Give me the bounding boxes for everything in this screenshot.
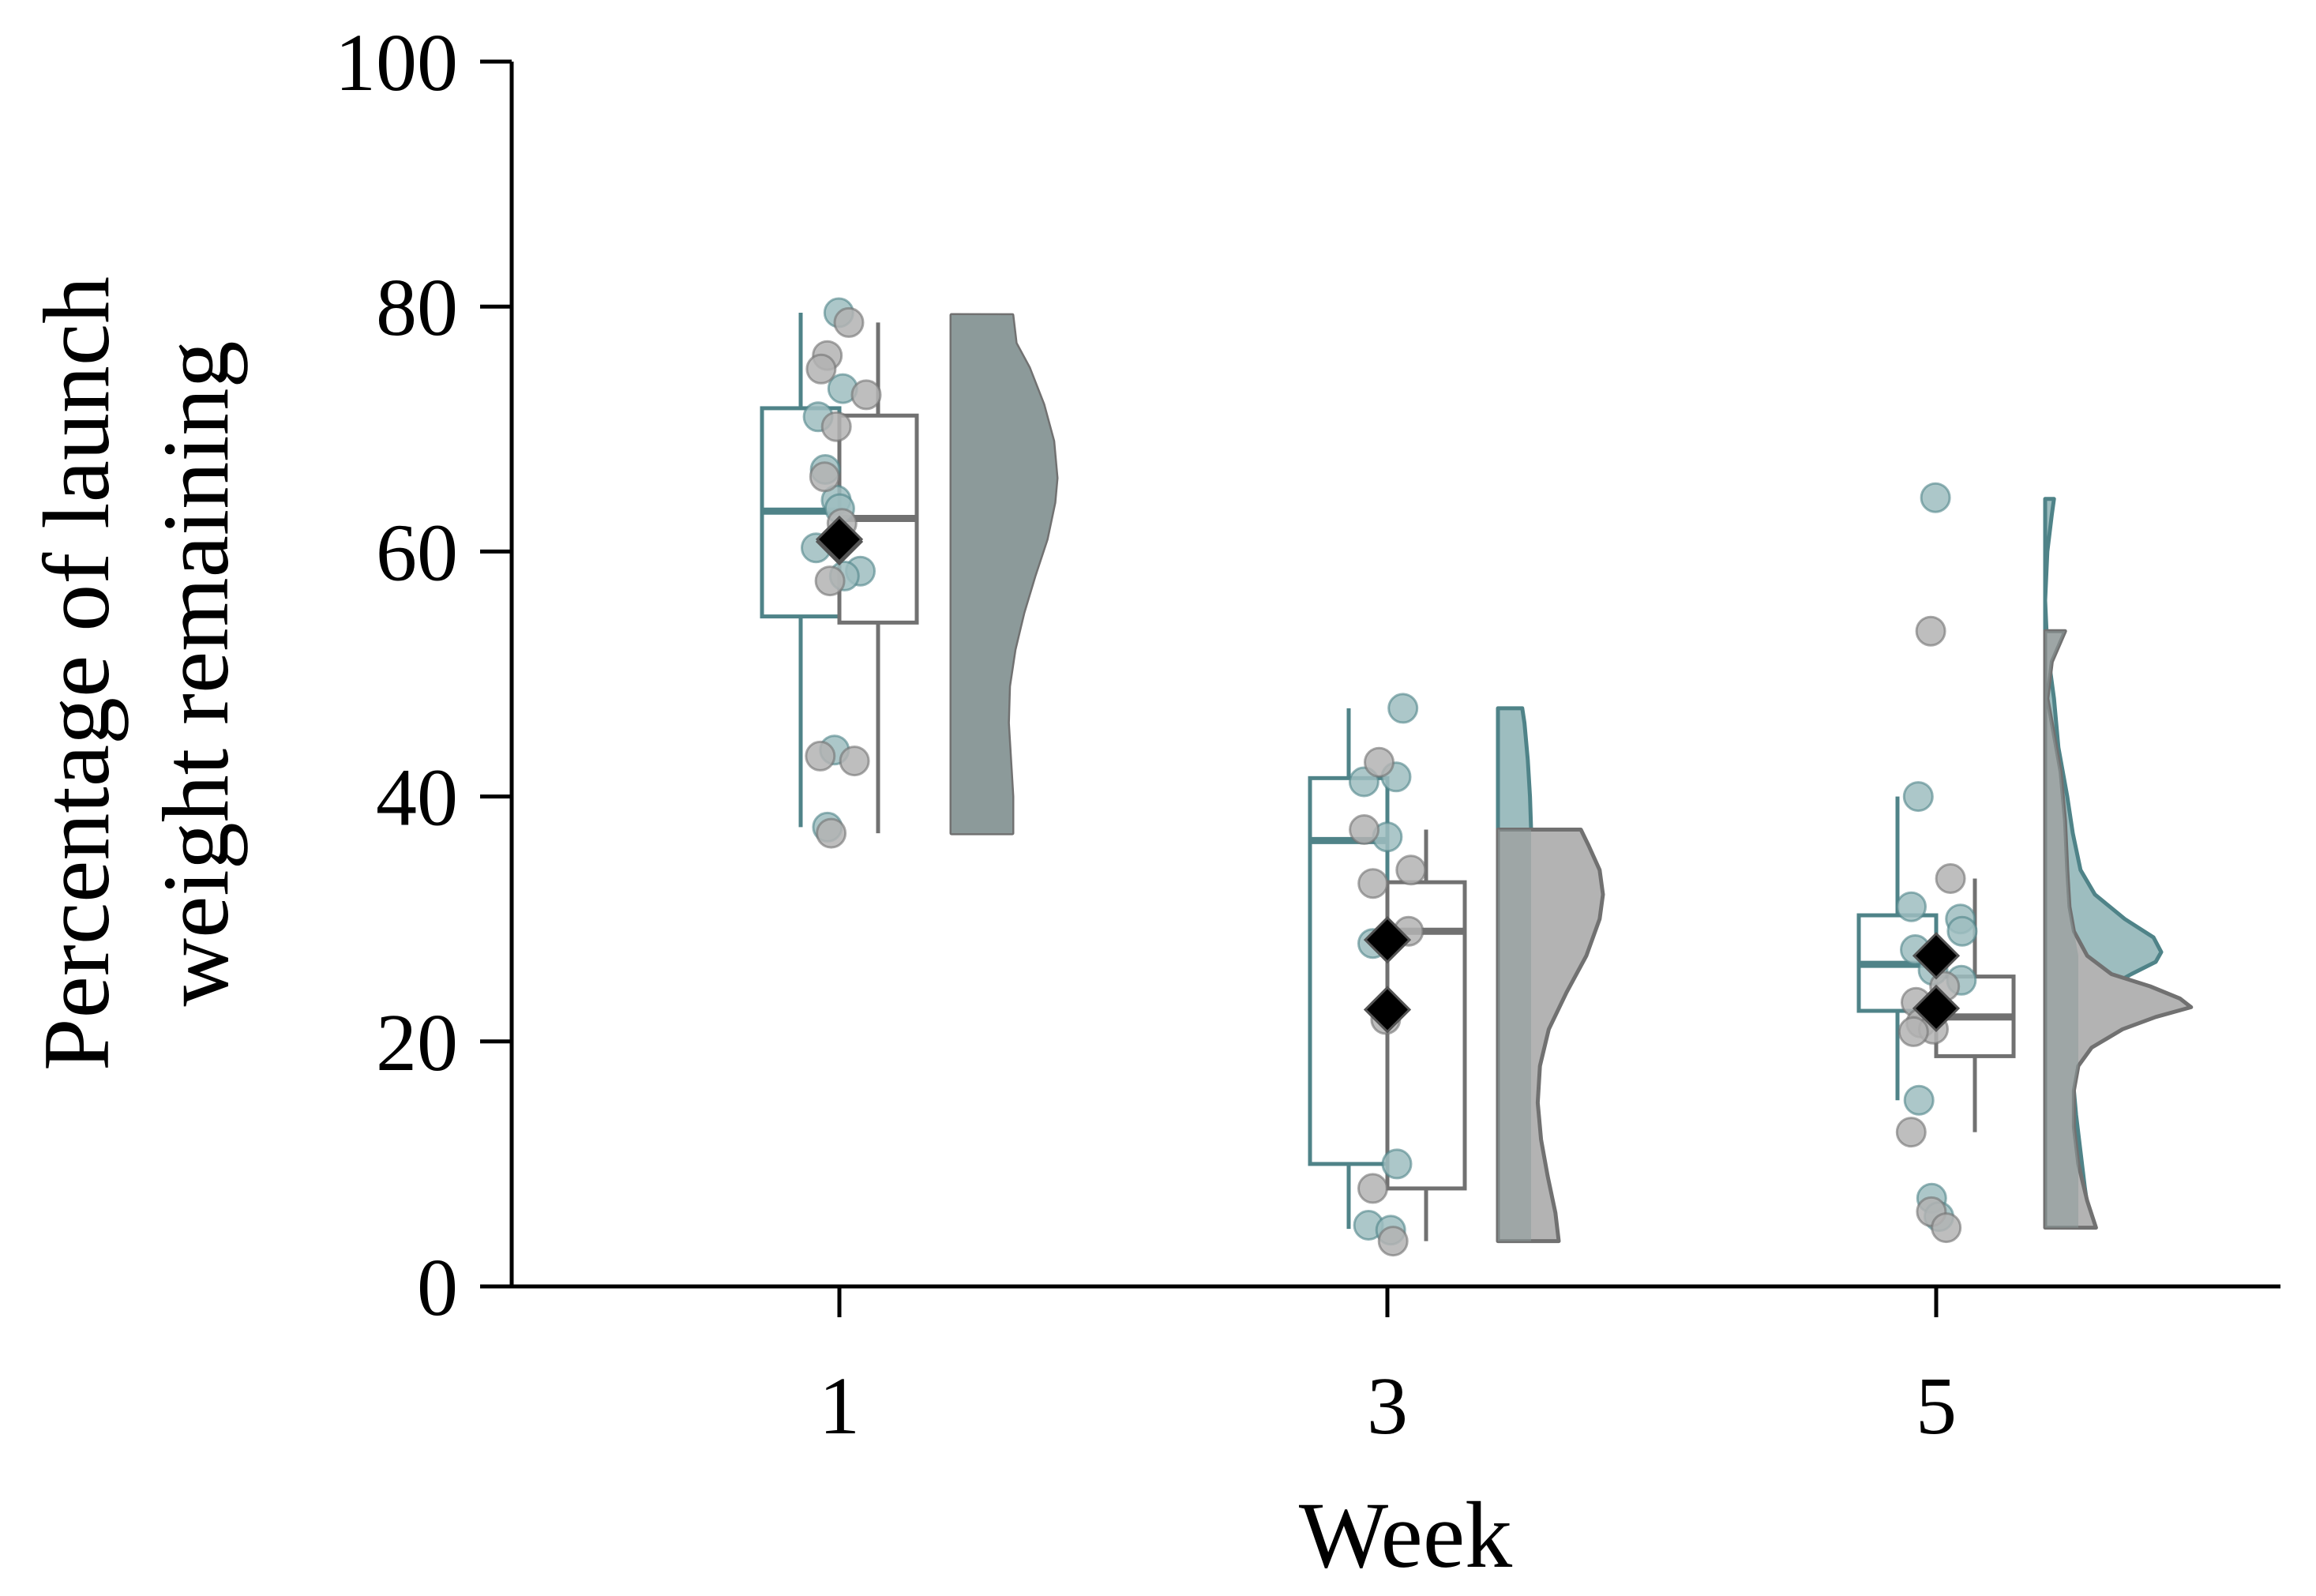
y-tick-label: 40 xyxy=(376,753,458,843)
data-point-week-3-gray-group xyxy=(1357,868,1389,899)
data-point-week-1-gray-group xyxy=(839,745,870,777)
data-point-week-1-gray-group xyxy=(805,740,836,772)
data-point-week-5-gray-group xyxy=(1897,1016,1929,1047)
data-point-week-3-gray-group xyxy=(1395,854,1427,886)
density-overlap-week-1 xyxy=(952,315,1057,834)
data-point-week-5-teal-group xyxy=(1902,781,1934,813)
mean-marker-week-1-gray-group xyxy=(815,515,864,564)
jitter-points-layer xyxy=(801,297,1978,1257)
data-point-week-5-gray-group xyxy=(1931,1212,1962,1244)
data-point-week-1-gray-group xyxy=(820,411,852,442)
y-tick-label: 20 xyxy=(376,997,458,1088)
x-axis-title: Week xyxy=(1299,1482,1512,1587)
y-tick-label: 100 xyxy=(335,17,458,108)
density-layer xyxy=(949,313,2194,1244)
density-week-3-teal-group xyxy=(1496,706,1533,832)
mean-markers-layer xyxy=(815,515,1961,1034)
data-point-week-3-gray-group xyxy=(1357,1173,1388,1204)
data-point-week-5-gray-group xyxy=(1895,1117,1927,1148)
y-tick-label: 80 xyxy=(376,262,458,353)
data-point-week-3-gray-group xyxy=(1349,814,1380,845)
x-tick-label: 1 xyxy=(819,1361,860,1451)
data-point-week-3-gray-group xyxy=(1364,746,1394,778)
data-point-week-3-teal-group xyxy=(1381,1148,1413,1180)
density-overlap-week-3 xyxy=(1498,829,1531,1241)
box-week-3-gray-group xyxy=(1385,880,1467,1191)
y-ticks: 0 20 40 60 80 100 xyxy=(335,17,512,1333)
y-tick-label: 0 xyxy=(417,1242,458,1333)
data-point-week-5-teal-group xyxy=(1903,1084,1935,1116)
data-point-week-5-gray-group xyxy=(1935,863,1966,894)
axes xyxy=(509,62,2280,1289)
mean-marker-week-5-teal-group xyxy=(1912,932,1961,980)
data-point-week-1-gray-group xyxy=(814,565,846,597)
density-overlap-week-5 xyxy=(2045,631,2078,1228)
data-point-week-5-teal-group xyxy=(1896,891,1927,922)
data-point-week-1-gray-group xyxy=(850,379,882,411)
data-point-week-3-gray-group xyxy=(1377,1226,1409,1257)
x-ticks: 1 3 5 xyxy=(819,1286,1957,1451)
data-point-week-1-gray-group xyxy=(805,353,837,385)
data-point-week-5-teal-group xyxy=(1920,482,1951,513)
x-tick-label: 3 xyxy=(1367,1361,1408,1451)
y-tick-label: 60 xyxy=(376,507,458,598)
data-point-week-5-teal-group xyxy=(1946,915,1978,947)
data-point-week-1-gray-group xyxy=(809,461,840,493)
data-point-week-1-gray-group xyxy=(816,817,847,849)
data-point-week-3-teal-group xyxy=(1387,693,1419,724)
mean-marker-week-5-gray-group xyxy=(1912,984,1961,1033)
mean-marker-week-3-gray-group xyxy=(1363,986,1412,1034)
y-axis-title-line-1: Percentage of launch xyxy=(24,276,129,1071)
data-point-week-5-gray-group xyxy=(1915,615,1946,647)
y-axis-title-line-2: weight remaining xyxy=(143,340,248,1006)
mean-marker-week-3-teal-group xyxy=(1363,915,1412,964)
x-tick-label: 5 xyxy=(1916,1361,1957,1451)
data-point-week-1-gray-group xyxy=(833,306,865,338)
